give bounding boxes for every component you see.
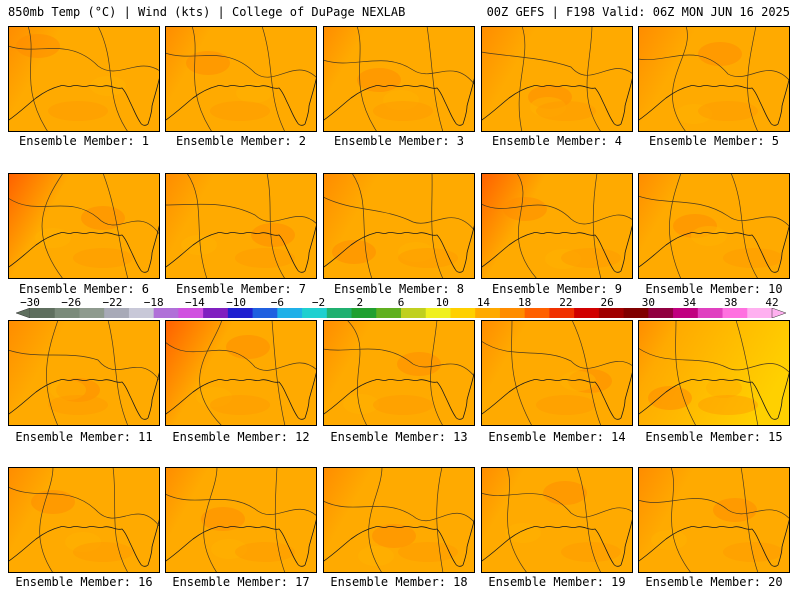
colorbar-tick-label: 14 — [476, 296, 491, 309]
colorbar-left-arrow — [16, 308, 31, 318]
ensemble-member-label: Ensemble Member: 19 — [488, 575, 626, 589]
colorbar-segment — [30, 308, 56, 318]
colorbar-tick-label: 42 — [765, 296, 779, 309]
ensemble-member-label: Ensemble Member: 6 — [18, 282, 150, 296]
colorbar-tick-label: −14 — [184, 296, 205, 309]
ensemble-panel-18 — [323, 467, 475, 573]
colorbar-tick-label: −18 — [143, 296, 164, 309]
temperature-colorbar — [16, 308, 786, 318]
ensemble-member-label: Ensemble Member: 4 — [491, 134, 623, 148]
colorbar-segment — [128, 308, 155, 318]
ensemble-panel-12 — [165, 320, 317, 426]
ensemble-member-label: Ensemble Member: 13 — [330, 430, 468, 444]
ensemble-panel-14 — [481, 320, 633, 426]
ensemble-panel-13 — [323, 320, 475, 426]
ensemble-panel-19 — [481, 467, 633, 573]
colorbar-segment — [574, 308, 600, 318]
ensemble-panel-4 — [481, 26, 633, 132]
colorbar-segment — [499, 308, 526, 318]
colorbar-segment — [475, 308, 501, 318]
colorbar-segment — [401, 308, 427, 318]
ensemble-panel-8 — [323, 173, 475, 279]
colorbar-segment — [598, 308, 625, 318]
colorbar-segment — [203, 308, 229, 318]
colorbar-segment — [747, 308, 773, 318]
ensemble-member-label: Ensemble Member: 17 — [172, 575, 310, 589]
ensemble-panel-17 — [165, 467, 317, 573]
ensemble-member-label: Ensemble Member: 7 — [175, 282, 307, 296]
ensemble-panel-20 — [638, 467, 790, 573]
ensemble-member-label: Ensemble Member: 15 — [645, 430, 783, 444]
colorbar-tick-label: 10 — [435, 296, 449, 309]
ensemble-member-label: Ensemble Member: 16 — [15, 575, 153, 589]
ensemble-panel-9 — [481, 173, 633, 279]
colorbar-segment — [277, 308, 303, 318]
ensemble-member-label: Ensemble Member: 3 — [333, 134, 465, 148]
colorbar-right-arrow — [771, 308, 786, 318]
ensemble-panel-7 — [165, 173, 317, 279]
colorbar-segment — [178, 308, 204, 318]
ensemble-member-label: Ensemble Member: 14 — [488, 430, 626, 444]
colorbar-tick-label: 22 — [559, 296, 573, 309]
ensemble-member-label: Ensemble Member: 1 — [18, 134, 150, 148]
colorbar-segment — [326, 308, 353, 318]
ensemble-panel-3 — [323, 26, 475, 132]
colorbar-segment — [722, 308, 748, 318]
colorbar-tick-label: −22 — [102, 296, 123, 309]
colorbar-tick-label: −26 — [61, 296, 82, 309]
ensemble-member-label: Ensemble Member: 9 — [491, 282, 623, 296]
colorbar-tick-label: 6 — [397, 296, 405, 309]
ensemble-panel-1 — [8, 26, 160, 132]
colorbar-tick-label: 18 — [518, 296, 532, 309]
colorbar-tick-label: −10 — [226, 296, 247, 309]
colorbar-segment — [54, 308, 80, 318]
ensemble-member-label: Ensemble Member: 18 — [330, 575, 468, 589]
colorbar-segment — [450, 308, 476, 318]
ensemble-panel-16 — [8, 467, 160, 573]
run-info: 00Z GEFS | F198 Valid: 06Z MON JUN 16 20… — [486, 5, 790, 19]
colorbar-segment — [673, 308, 699, 318]
ensemble-member-label: Ensemble Member: 20 — [645, 575, 783, 589]
colorbar-tick-label: −2 — [311, 296, 326, 309]
colorbar-tick-label: 34 — [682, 296, 697, 309]
colorbar-segment — [153, 308, 179, 318]
colorbar-segment — [302, 308, 328, 318]
colorbar-segment — [227, 308, 254, 318]
ensemble-member-label: Ensemble Member: 2 — [175, 134, 307, 148]
colorbar-segment — [252, 308, 278, 318]
colorbar-segment — [351, 308, 377, 318]
ensemble-panel-10 — [638, 173, 790, 279]
colorbar-segment — [104, 308, 130, 318]
colorbar-segment — [79, 308, 105, 318]
ensemble-panel-6 — [8, 173, 160, 279]
colorbar-segment — [648, 308, 674, 318]
colorbar-tick-label: −30 — [20, 296, 40, 309]
colorbar-segment — [697, 308, 724, 318]
colorbar-segment — [425, 308, 451, 318]
ensemble-member-label: Ensemble Member: 8 — [333, 282, 465, 296]
colorbar-tick-label: 38 — [724, 296, 738, 309]
colorbar-tick-label: 30 — [641, 296, 655, 309]
colorbar-segment — [376, 308, 402, 318]
ensemble-panel-11 — [8, 320, 160, 426]
colorbar-tick-label: 2 — [356, 296, 364, 309]
ensemble-member-label: Ensemble Member: 11 — [15, 430, 153, 444]
ensemble-member-label: Ensemble Member: 10 — [645, 282, 783, 296]
colorbar-tick-label: −6 — [270, 296, 284, 309]
colorbar-segment — [623, 308, 649, 318]
map-title: 850mb Temp (°C) | Wind (kts) | College o… — [8, 5, 406, 19]
ensemble-panel-5 — [638, 26, 790, 132]
colorbar-tick-label: 26 — [600, 296, 614, 309]
ensemble-member-label: Ensemble Member: 12 — [172, 430, 310, 444]
ensemble-panel-15 — [638, 320, 790, 426]
ensemble-member-label: Ensemble Member: 5 — [648, 134, 780, 148]
ensemble-panel-2 — [165, 26, 317, 132]
colorbar-segment — [549, 308, 575, 318]
colorbar-segment — [524, 308, 550, 318]
